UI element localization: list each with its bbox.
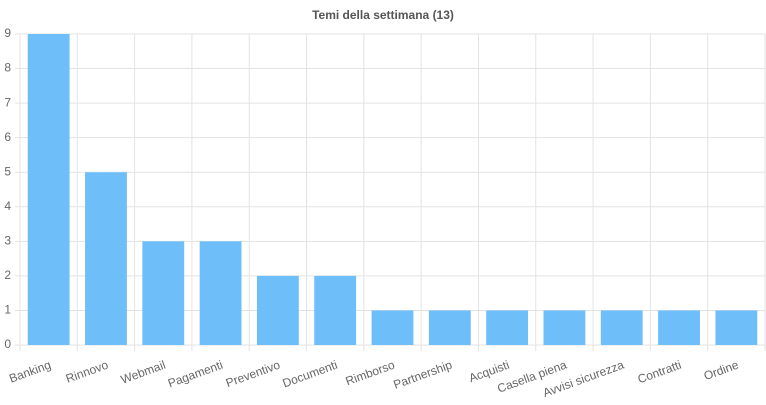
x-tick-label: Webmail — [119, 358, 167, 387]
x-tick-label: Pagamenti — [166, 358, 225, 391]
bar — [142, 241, 185, 345]
x-tick-label: Contratti — [636, 358, 683, 387]
bar — [256, 275, 299, 345]
x-tick-label: Ordine — [702, 358, 741, 384]
bar — [486, 310, 529, 345]
bar — [600, 310, 643, 345]
y-tick-label: 5 — [4, 164, 11, 178]
bar — [371, 310, 414, 345]
x-tick-label: Rimborso — [344, 358, 397, 389]
x-tick-label: Banking — [7, 358, 53, 386]
bar — [27, 34, 70, 345]
bar — [543, 310, 586, 345]
bar — [85, 172, 127, 345]
y-tick-label: 1 — [4, 303, 11, 317]
chart-title: Temi della settimana (13) — [312, 8, 454, 22]
x-tick-label: Preventivo — [224, 358, 282, 391]
y-tick-label: 6 — [4, 130, 11, 144]
y-tick-label: 3 — [4, 234, 11, 248]
x-tick-label: Rinnovo — [64, 358, 110, 386]
y-tick-label: 4 — [4, 199, 11, 213]
y-tick-label: 0 — [4, 337, 11, 351]
x-tick-label: Partnership — [391, 358, 454, 392]
y-tick-label: 8 — [4, 61, 11, 75]
y-tick-label: 7 — [4, 95, 11, 109]
bar — [199, 241, 242, 345]
y-tick-label: 9 — [4, 26, 11, 40]
bar — [658, 310, 700, 345]
y-tick-label: 2 — [4, 268, 11, 282]
x-tick-label: Documenti — [281, 358, 340, 391]
bar — [428, 310, 471, 345]
bar — [314, 275, 357, 345]
bar — [715, 310, 758, 345]
